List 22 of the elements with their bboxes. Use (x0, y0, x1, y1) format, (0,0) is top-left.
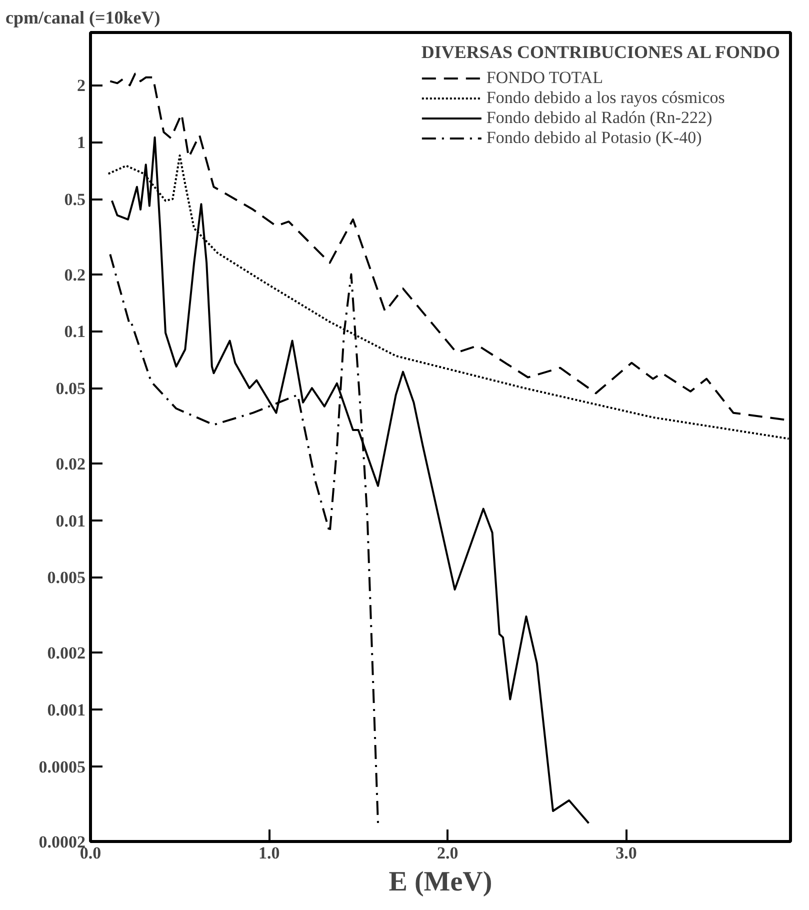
y-tick-label: 0.001 (47, 700, 86, 720)
x-axis-title: E (MeV) (388, 866, 492, 898)
y-tick-label: 0.005 (47, 568, 86, 588)
y-tick-label: 1 (77, 133, 86, 152)
y-tick-label: 0.2 (64, 265, 86, 284)
y-tick-label: 0.05 (56, 379, 86, 398)
y-tick-label: 2 (77, 76, 86, 96)
y-tick-label: 0.002 (47, 643, 86, 662)
y-tick-label: 0.01 (56, 511, 86, 530)
y-tick-label: 0.1 (64, 322, 86, 342)
y-tick-label: 0.0005 (38, 757, 86, 776)
legend-label: FONDO TOTAL (486, 68, 603, 88)
x-tick-label: 1.0 (258, 844, 280, 862)
x-tick-label: 3.0 (616, 844, 637, 862)
legend-label: Fondo debido al Potasio (K-40) (486, 128, 702, 148)
x-tick-label: 2.0 (437, 844, 458, 862)
y-tick-label: 0.02 (56, 454, 86, 474)
y-tick-label: 0.5 (64, 190, 86, 210)
legend-title: DIVERSAS CONTRIBUCIONES AL FONDO (421, 42, 780, 63)
y-axis-title: cpm/canal (=10keV) (6, 8, 160, 28)
legend-label: Fondo debido al Radón (Rn-222) (486, 108, 712, 128)
legend-label: Fondo debido a los rayos cósmicos (486, 88, 725, 108)
